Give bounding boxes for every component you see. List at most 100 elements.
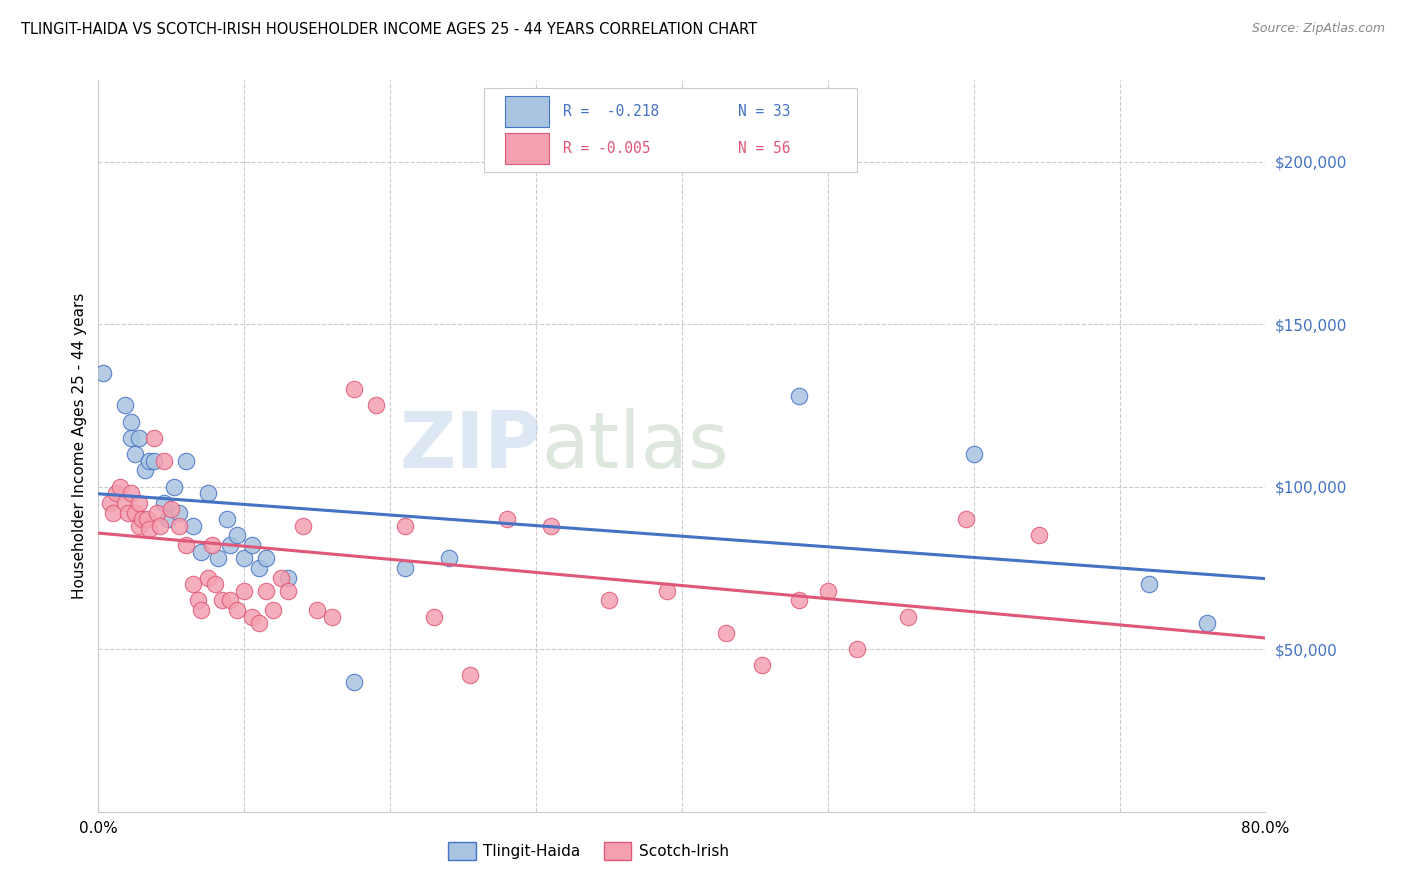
Point [218, 593, 240, 607]
Point [787, 389, 810, 403]
Point [167, 518, 190, 533]
Point [437, 551, 460, 566]
Point [181, 518, 204, 533]
Point [174, 453, 197, 467]
Point [91, 366, 114, 380]
Point [157, 512, 180, 526]
Point [787, 593, 810, 607]
Point [897, 609, 920, 624]
Point [240, 538, 263, 552]
Point [190, 603, 212, 617]
Y-axis label: Householder Income Ages 25 - 44 years: Householder Income Ages 25 - 44 years [72, 293, 87, 599]
Point [149, 518, 172, 533]
Point [277, 571, 299, 585]
Point [817, 583, 839, 598]
Point [307, 603, 329, 617]
Point [845, 642, 868, 657]
Point [240, 609, 263, 624]
Point [181, 577, 204, 591]
Point [1195, 616, 1218, 631]
Point [394, 518, 416, 533]
Point [134, 463, 156, 477]
Text: ZIP: ZIP [399, 408, 541, 484]
Text: N = 33: N = 33 [738, 103, 790, 119]
Point [254, 551, 277, 566]
Text: R =  -0.218: R = -0.218 [562, 103, 659, 119]
Point [138, 522, 160, 536]
Point [190, 544, 212, 558]
Point [215, 512, 238, 526]
Text: TLINGIT-HAIDA VS SCOTCH-IRISH HOUSEHOLDER INCOME AGES 25 - 44 YEARS CORRELATION : TLINGIT-HAIDA VS SCOTCH-IRISH HOUSEHOLDE… [21, 22, 758, 37]
Point [343, 674, 366, 689]
Text: Source: ZipAtlas.com: Source: ZipAtlas.com [1251, 22, 1385, 36]
Point [751, 658, 773, 673]
Point [657, 583, 679, 598]
Point [114, 496, 136, 510]
Point [270, 571, 292, 585]
Point [163, 480, 186, 494]
Point [247, 616, 270, 631]
Point [120, 415, 142, 429]
Point [197, 486, 219, 500]
Legend: Tlingit-Haida, Scotch-Irish: Tlingit-Haida, Scotch-Irish [443, 837, 735, 866]
Point [962, 447, 984, 461]
Point [197, 571, 219, 585]
Point [226, 603, 249, 617]
Point [98, 496, 121, 510]
Point [321, 609, 343, 624]
Text: R = -0.005: R = -0.005 [562, 141, 651, 156]
Point [955, 512, 977, 526]
Point [128, 518, 150, 533]
Point [187, 593, 209, 607]
Point [117, 506, 139, 520]
Point [204, 577, 226, 591]
Point [1028, 528, 1050, 542]
Point [394, 561, 416, 575]
Point [218, 538, 240, 552]
FancyBboxPatch shape [484, 87, 856, 171]
Text: atlas: atlas [541, 408, 730, 484]
Point [142, 431, 165, 445]
Point [124, 447, 146, 461]
Point [131, 512, 153, 526]
FancyBboxPatch shape [505, 133, 548, 163]
Point [201, 538, 224, 552]
Point [262, 603, 284, 617]
Point [174, 538, 197, 552]
Point [233, 583, 256, 598]
Point [135, 512, 157, 526]
Point [138, 453, 160, 467]
Point [364, 398, 387, 412]
Point [598, 593, 620, 607]
Point [226, 528, 249, 542]
Point [167, 506, 190, 520]
Point [495, 512, 517, 526]
Point [247, 561, 270, 575]
Point [540, 518, 562, 533]
Point [277, 583, 299, 598]
Point [104, 486, 127, 500]
Point [120, 486, 142, 500]
Point [114, 398, 136, 412]
Point [1137, 577, 1160, 591]
Point [120, 431, 142, 445]
Point [343, 382, 366, 396]
Point [124, 506, 146, 520]
Point [714, 626, 737, 640]
Point [254, 583, 277, 598]
Point [142, 453, 165, 467]
Point [211, 593, 233, 607]
Point [146, 506, 169, 520]
Point [101, 506, 124, 520]
Point [160, 502, 183, 516]
Point [291, 518, 314, 533]
Point [110, 480, 132, 494]
Point [128, 431, 150, 445]
Point [128, 496, 150, 510]
Text: N = 56: N = 56 [738, 141, 790, 156]
Point [153, 453, 176, 467]
Point [233, 551, 256, 566]
Point [460, 668, 482, 682]
Point [207, 551, 229, 566]
Point [153, 496, 176, 510]
